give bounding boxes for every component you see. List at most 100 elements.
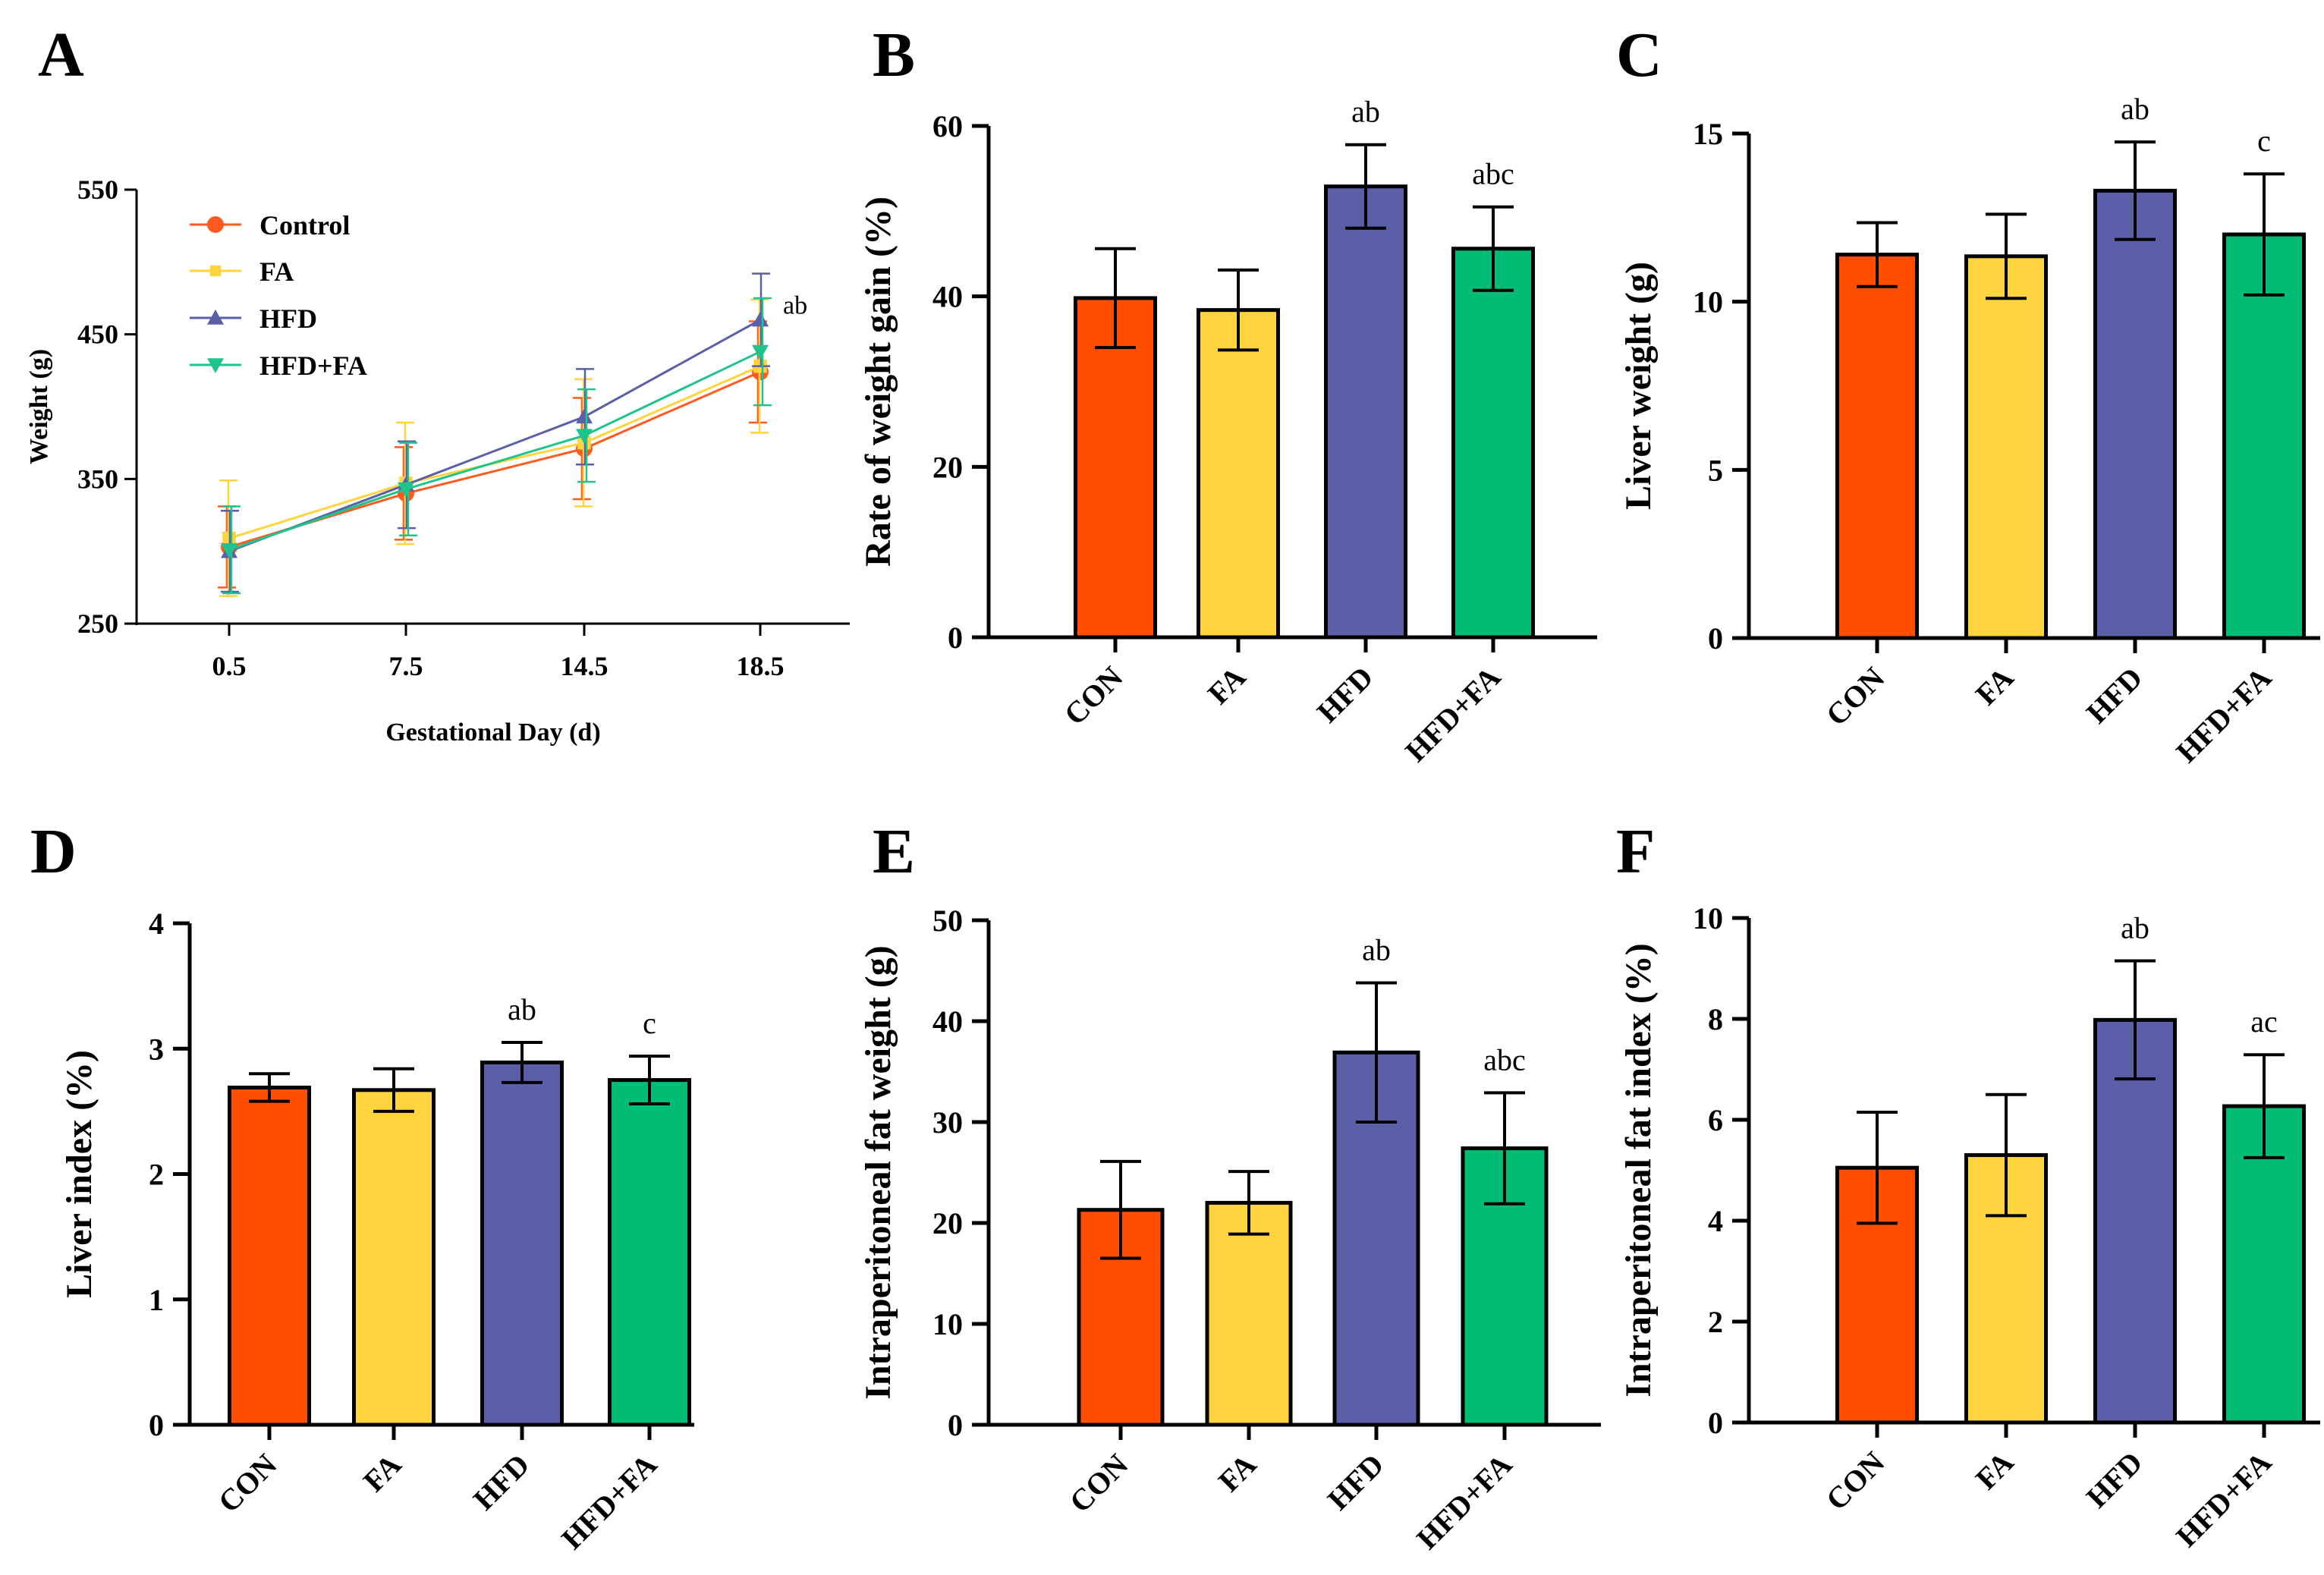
significance-label: ab [783,292,807,320]
significance-label: ac [2250,1004,2278,1039]
significance-label: ab [1362,932,1391,967]
y-tick-label: 30 [932,1105,963,1140]
y-tick-label: 2 [1708,1305,1723,1339]
bar-fa [352,1088,436,1427]
panel-letter-b: B [873,20,915,90]
legend-marker [207,310,224,325]
y-tick-label: 10 [1693,901,1723,935]
bar-con [1835,253,1919,640]
category-label: CON [1819,1445,1892,1517]
y-tick-label: 50 [932,904,963,938]
panel-d: D 0 1 2 3 4 Liver index (%) CON FA ab HFD c HFD+FA [30,816,694,1556]
legend-marker [207,216,224,233]
panel-letter-f: F [1616,816,1655,887]
panel-b: B 0 20 40 60 Rate of weight gain (%) CON FA ab HF… [858,20,1597,769]
y-axis-title: Intraperitoneal fat index (%) [1618,943,1659,1397]
legend-label: Control [259,210,350,240]
y-axis-title: Weight (g) [25,349,53,464]
significance-label: abc [1472,157,1514,191]
category-label: FA [1969,1445,2021,1496]
y-tick-label: 0 [1708,621,1723,655]
series-hfd-plus-fa [221,297,772,595]
panel-letter-e: E [873,816,915,887]
legend-marker [209,265,222,277]
significance-label: ab [2121,92,2149,126]
y-tick-label: 550 [77,174,118,205]
category-label: FA [1201,659,1253,711]
category-label: HFD [2080,661,2149,731]
category-label: HFD [467,1448,536,1517]
category-label: CON [212,1447,284,1519]
bar-con [1074,296,1157,640]
data-point [221,542,237,558]
significance-label: ab [1351,95,1380,129]
y-tick-label: 20 [932,1206,963,1240]
significance-label: c [2257,124,2271,158]
bar-con [228,1085,311,1427]
bar-hfd+fa [2222,232,2306,640]
y-tick-label: 3 [149,1032,164,1066]
x-tick-label: 7.5 [389,651,423,681]
x-tick-label: 0.5 [212,651,247,681]
y-tick-label: 0 [1708,1406,1723,1440]
x-tick-label: 18.5 [737,651,785,681]
y-tick-label: 350 [77,464,118,494]
data-point [398,482,414,498]
y-tick-label: 20 [932,450,963,484]
category-label: FA [357,1447,408,1498]
bar-hfd [2093,188,2177,640]
data-point [752,311,769,327]
bar-fa [1964,254,2048,640]
y-tick-label: 40 [932,1004,963,1039]
y-axis-title: Liver weight (g) [1618,262,1659,510]
y-tick-label: 4 [149,907,164,941]
category-label: HFD+FA [2169,660,2278,769]
y-tick-label: 8 [1708,1002,1723,1036]
panel-letter-a: A [38,20,84,90]
category-label: HFD [1321,1448,1391,1517]
series-fa [219,298,769,598]
y-tick-label: 1 [149,1283,164,1317]
significance-label: c [643,1006,656,1040]
significance-label: ab [2121,911,2149,945]
y-tick-label: 10 [932,1307,963,1341]
significance-label: abc [1483,1042,1526,1077]
legend-label: HFD+FA [259,351,367,381]
y-tick-label: 15 [1693,117,1723,151]
y-axis-title: Intraperitoneal fat weight (g) [858,945,898,1400]
data-point [576,429,593,445]
series-line [228,351,761,552]
bar-hfd [1324,184,1407,640]
category-label: FA [1212,1447,1263,1498]
category-label: HFD+FA [555,1447,663,1555]
y-tick-label: 0 [948,621,963,655]
panel-a: A 250 350 450 550 0.5 7.5 14.5 18.5 Gestational D… [25,20,850,747]
category-label: CON [1063,1447,1135,1519]
y-axis-title: Rate of weight gain (%) [858,196,898,567]
series-line [228,319,761,553]
panel-c: C 0 5 10 15 Liver weight (g) CON FA ab HFD c HFD+FA [1616,20,2320,769]
y-tick-label: 0 [149,1408,164,1442]
legend-label: FA [259,256,294,287]
x-axis-title: Gestational Day (d) [385,718,600,747]
y-tick-label: 5 [1708,453,1723,487]
series-line [228,365,761,539]
bar-hfd+fa [1451,247,1535,640]
legend-label: HFD [259,303,317,334]
y-tick-label: 2 [149,1158,164,1192]
y-tick-label: 250 [77,608,118,639]
panel-e: E 0 10 20 30 40 50 Intraperitoneal fat weight (… [858,816,1601,1556]
y-tick-label: 10 [1693,285,1723,319]
bar-fa [1205,1200,1293,1427]
data-point [752,344,769,360]
y-tick-label: 60 [932,109,963,143]
category-label: HFD+FA [1410,1447,1518,1555]
bar-hfd [480,1060,564,1427]
panel-f: F 0 2 4 6 8 10 Intraperitoneal fat index (%) CON… [1616,816,2320,1554]
legend-marker [207,358,224,373]
bar-hfd+fa [608,1078,691,1427]
category-label: CON [1058,659,1130,731]
x-tick-label: 14.5 [561,651,609,681]
category-label: HFD+FA [2169,1445,2278,1553]
